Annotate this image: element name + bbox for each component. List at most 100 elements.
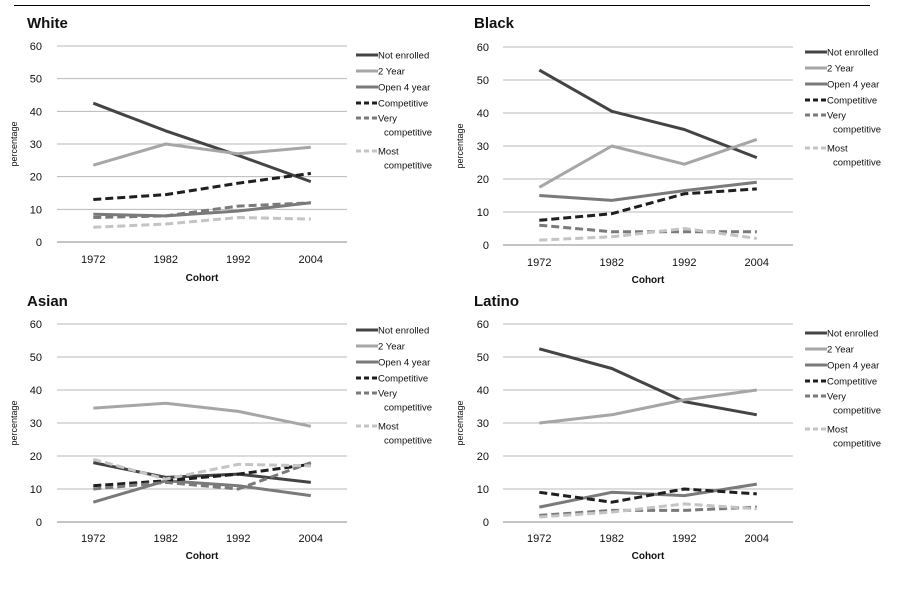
x-tick-label: 1972 <box>527 533 551 545</box>
x-axis-title: Cohort <box>186 273 219 284</box>
top-rule <box>14 5 870 6</box>
legend-label: competitive <box>833 439 881 450</box>
x-tick-label: 1972 <box>81 533 105 545</box>
legend-label: Very <box>378 389 397 400</box>
series-line-competitive <box>539 187 757 222</box>
legend-label: competitive <box>384 403 432 414</box>
y-tick-label: 40 <box>477 385 489 397</box>
y-tick-label: 50 <box>477 75 489 87</box>
series-line-2-year <box>539 388 758 425</box>
series-line-very-competitive <box>93 201 311 219</box>
legend-label: Open 4 year <box>378 358 430 369</box>
y-tick-label: 50 <box>30 352 42 364</box>
y-tick-label: 10 <box>30 204 42 216</box>
x-tick-label: 1992 <box>672 257 696 269</box>
y-axis-title: percentage <box>9 121 19 166</box>
y-tick-label: 50 <box>30 74 42 86</box>
legend-label: competitive <box>833 158 881 169</box>
y-tick-label: 50 <box>477 352 489 364</box>
x-tick-label: 1972 <box>527 257 551 269</box>
legend-label: competitive <box>384 436 432 447</box>
x-tick-label: 1992 <box>226 254 250 266</box>
x-axis-title: Cohort <box>632 551 665 562</box>
y-tick-label: 20 <box>477 451 489 463</box>
x-tick-label: 1982 <box>600 533 624 545</box>
legend-label: competitive <box>833 406 881 417</box>
legend-label: Most <box>827 144 848 155</box>
series-line-not-enrolled <box>92 101 312 184</box>
chart-title: Asian <box>27 293 68 310</box>
x-tick-label: 1972 <box>81 254 105 266</box>
legend-label: Competitive <box>827 377 877 388</box>
series-line-not-enrolled <box>538 68 758 159</box>
series-line-most-competitive <box>539 502 757 519</box>
series-line-most-competitive <box>539 227 758 242</box>
y-tick-label: 0 <box>483 240 489 252</box>
y-tick-label: 20 <box>477 174 489 186</box>
series-line-2-year <box>538 137 758 189</box>
series-line-2-year <box>92 142 311 167</box>
legend-label: Competitive <box>827 96 877 107</box>
y-tick-label: 60 <box>30 319 42 331</box>
y-tick-label: 0 <box>483 517 489 529</box>
y-axis-title: percentage <box>455 123 465 168</box>
y-axis-title: percentage <box>455 400 465 445</box>
legend-label: Not enrolled <box>378 51 429 62</box>
x-tick-label: 1992 <box>672 533 696 545</box>
y-axis-title: percentage <box>9 400 19 445</box>
legend-label: Open 4 year <box>827 80 879 91</box>
x-tick-label: 1982 <box>154 533 178 545</box>
y-tick-label: 60 <box>30 41 42 53</box>
x-axis-title: Cohort <box>186 551 219 562</box>
series-line-very-competitive <box>539 223 757 234</box>
legend-label: Very <box>378 114 397 125</box>
x-tick-label: 2004 <box>299 533 323 545</box>
chart-title: White <box>27 15 68 32</box>
legend-label: Most <box>827 425 848 436</box>
legend-label: Very <box>827 111 846 122</box>
legend-label: Most <box>378 147 399 158</box>
y-tick-label: 30 <box>30 139 42 151</box>
series-line-open-4-year <box>93 201 311 218</box>
x-tick-label: 1982 <box>154 254 178 266</box>
y-tick-label: 10 <box>477 207 489 219</box>
legend-label: Competitive <box>378 374 428 385</box>
series-line-competitive <box>93 462 312 488</box>
chart-title: Latino <box>474 293 519 310</box>
x-axis-title: Cohort <box>632 275 665 286</box>
y-tick-label: 40 <box>477 108 489 120</box>
series-line-competitive <box>93 171 312 201</box>
series-line-open-4-year <box>92 479 312 504</box>
y-tick-label: 30 <box>477 418 489 430</box>
legend-label: Most <box>378 422 399 433</box>
legend-label: Not enrolled <box>827 48 878 59</box>
legend-label: 2 Year <box>378 342 405 353</box>
legend-label: competitive <box>833 125 881 136</box>
x-tick-label: 2004 <box>745 257 769 269</box>
panel-black: Black 0 10 20 30 40 50 60 1972 1982 1992 2004 Cohort… <box>455 15 881 286</box>
x-tick-label: 2004 <box>299 254 323 266</box>
y-tick-label: 20 <box>30 451 42 463</box>
panel-latino: Latino 0 10 20 30 40 50 60 1972 1982 1992 2004 Cohor… <box>455 293 881 562</box>
series-line-competitive <box>539 487 757 504</box>
y-tick-label: 40 <box>30 385 42 397</box>
y-tick-label: 30 <box>477 141 489 153</box>
x-tick-label: 1992 <box>226 533 250 545</box>
chart-title: Black <box>474 15 515 32</box>
series-line-most-competitive <box>93 216 311 229</box>
y-tick-label: 60 <box>477 319 489 331</box>
y-tick-label: 0 <box>36 517 42 529</box>
series-line-most-competitive <box>92 457 311 481</box>
y-tick-label: 0 <box>36 237 42 249</box>
legend-label: Competitive <box>378 99 428 110</box>
series-line-very-competitive <box>539 505 757 517</box>
y-tick-label: 20 <box>30 172 42 184</box>
y-tick-label: 10 <box>477 484 489 496</box>
legend-label: Very <box>827 392 846 403</box>
legend-label: competitive <box>384 161 432 172</box>
x-tick-label: 2004 <box>745 533 769 545</box>
series-line-very-competitive <box>93 461 312 491</box>
series-line-2-year <box>93 401 312 428</box>
legend-label: Not enrolled <box>378 326 429 337</box>
